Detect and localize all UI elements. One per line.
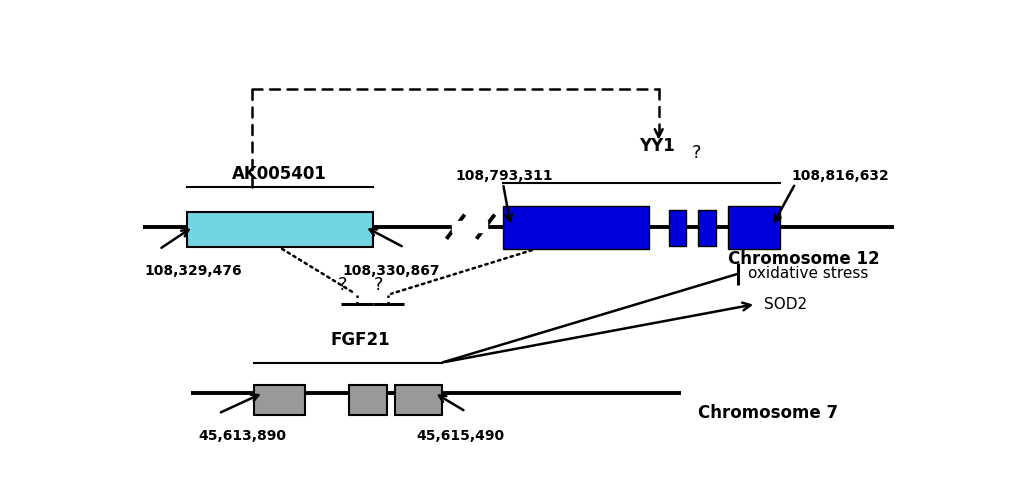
Text: ?: ? — [337, 276, 346, 294]
Bar — [698, 210, 715, 245]
Text: Chromosome 7: Chromosome 7 — [697, 404, 837, 422]
Bar — [186, 212, 372, 247]
Text: FGF21: FGF21 — [330, 331, 390, 349]
Text: YY1: YY1 — [639, 137, 675, 154]
Text: oxidative stress: oxidative stress — [747, 267, 867, 281]
Bar — [668, 210, 686, 245]
Text: 45,615,490: 45,615,490 — [416, 429, 503, 442]
Text: Chromosome 12: Chromosome 12 — [727, 250, 878, 268]
Text: 108,793,311: 108,793,311 — [455, 169, 552, 183]
Bar — [254, 385, 305, 416]
Bar — [348, 385, 386, 416]
Bar — [502, 206, 649, 249]
Text: ?: ? — [374, 276, 383, 294]
Bar — [728, 206, 779, 249]
Text: 45,613,890: 45,613,890 — [199, 429, 286, 442]
Text: 108,329,476: 108,329,476 — [145, 265, 243, 278]
Text: 108,816,632: 108,816,632 — [791, 169, 889, 183]
Text: 108,330,867: 108,330,867 — [342, 265, 439, 278]
Text: ?: ? — [691, 144, 701, 162]
Text: AK005401: AK005401 — [231, 165, 326, 183]
Bar — [394, 385, 441, 416]
Text: SOD2: SOD2 — [763, 296, 806, 312]
